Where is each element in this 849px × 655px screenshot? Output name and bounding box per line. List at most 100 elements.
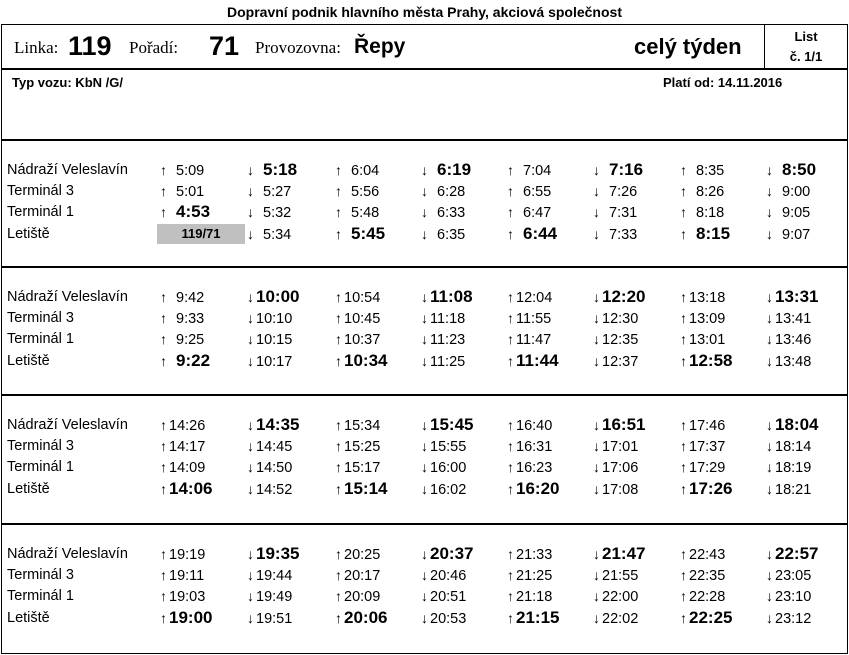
stop-name: Terminál 1 bbox=[7, 331, 74, 347]
time-value: 10:10 bbox=[256, 311, 293, 327]
departure-time: ↑ 14:09 bbox=[160, 459, 205, 476]
departure-time: ↓ 19:49 bbox=[247, 588, 292, 605]
arrow-up-icon: ↑ bbox=[335, 546, 342, 562]
departure-time: ↓ 15:45 bbox=[421, 415, 473, 435]
departure-time: ↑ 11:44 bbox=[507, 351, 559, 371]
departure-time: ↑ 15:25 bbox=[335, 438, 380, 455]
time-value: 11:25 bbox=[430, 354, 466, 370]
departure-time: ↑ 20:25 bbox=[335, 546, 380, 563]
arrow-up-icon: ↑ bbox=[680, 417, 687, 433]
departure-time: ↓ 11:23 bbox=[421, 331, 465, 348]
departure-time: ↑ 10:37 bbox=[335, 331, 380, 348]
time-value: 10:37 bbox=[344, 332, 381, 348]
arrow-up-icon: ↑ bbox=[160, 481, 167, 497]
arrow-up-icon: ↑ bbox=[680, 588, 687, 604]
departure-time: ↓ 21:55 bbox=[593, 567, 638, 584]
arrow-down-icon: ↓ bbox=[247, 567, 254, 583]
departure-time: ↓ 20:37 bbox=[421, 544, 473, 564]
departure-time: ↑ 12:58 bbox=[680, 351, 732, 371]
departure-time: ↑ 8:18 bbox=[680, 204, 724, 221]
arrow-down-icon: ↓ bbox=[247, 162, 254, 178]
departure-time: ↓ 7:33 bbox=[593, 226, 637, 243]
time-value: 14:50 bbox=[256, 460, 293, 476]
departure-time: ↓ 12:35 bbox=[593, 331, 638, 348]
arrow-down-icon: ↓ bbox=[247, 438, 254, 454]
arrow-down-icon: ↓ bbox=[593, 331, 600, 347]
departure-time: ↑ 5:01 bbox=[160, 183, 204, 200]
departure-time: ↓ 13:41 bbox=[766, 310, 811, 327]
departure-time: ↓ 18:19 bbox=[766, 459, 811, 476]
time-value: 9:07 bbox=[782, 227, 811, 243]
arrow-down-icon: ↓ bbox=[247, 610, 254, 626]
departure-time: ↓ 11:18 bbox=[421, 310, 465, 327]
arrow-up-icon: ↑ bbox=[507, 183, 514, 199]
time-value: 12:37 bbox=[602, 354, 639, 370]
arrow-down-icon: ↓ bbox=[421, 183, 428, 199]
departure-time: ↑ 10:45 bbox=[335, 310, 380, 327]
time-value: 10:54 bbox=[344, 290, 381, 306]
departure-time: ↑ 16:20 bbox=[507, 479, 559, 499]
departure-time: ↑ 17:46 bbox=[680, 417, 725, 434]
time-value: 6:33 bbox=[437, 205, 466, 221]
time-value: 11:47 bbox=[516, 332, 552, 348]
time-value: 12:04 bbox=[516, 290, 553, 306]
time-value: 5:01 bbox=[176, 184, 205, 200]
departure-time: ↓ 14:35 bbox=[247, 415, 299, 435]
departure-time: ↑ 12:04 bbox=[507, 289, 552, 306]
time-value: 14:09 bbox=[169, 460, 206, 476]
time-value: 20:37 bbox=[430, 544, 474, 563]
time-value: 17:06 bbox=[602, 460, 639, 476]
arrow-down-icon: ↓ bbox=[766, 481, 773, 497]
departure-time: ↓ 20:51 bbox=[421, 588, 466, 605]
time-value: 15:14 bbox=[344, 479, 388, 498]
time-value: 23:05 bbox=[775, 568, 812, 584]
time-value: 16:31 bbox=[516, 439, 553, 455]
time-value: 12:58 bbox=[689, 351, 733, 370]
arrow-down-icon: ↓ bbox=[247, 310, 254, 326]
departure-time: ↑ 10:34 bbox=[335, 351, 387, 371]
time-value: 9:33 bbox=[176, 311, 205, 327]
departure-time: ↑ 22:35 bbox=[680, 567, 725, 584]
arrow-down-icon: ↓ bbox=[593, 610, 600, 626]
departure-time: ↑ 6:55 bbox=[507, 183, 551, 200]
time-value: 18:14 bbox=[775, 439, 812, 455]
arrow-down-icon: ↓ bbox=[247, 353, 254, 369]
departure-time: ↑ 20:17 bbox=[335, 567, 380, 584]
time-value: 5:56 bbox=[351, 184, 380, 200]
departure-time: ↓ 5:18 bbox=[247, 160, 297, 180]
arrow-down-icon: ↓ bbox=[421, 481, 428, 497]
departure-time: ↑ 6:47 bbox=[507, 204, 551, 221]
departure-time: ↑ 15:14 bbox=[335, 479, 387, 499]
time-value: 18:19 bbox=[775, 460, 812, 476]
departure-time: ↑ 16:40 bbox=[507, 417, 552, 434]
time-value: 13:48 bbox=[775, 354, 812, 370]
departure-time: ↓ 20:46 bbox=[421, 567, 466, 584]
order-label: Pořadí: bbox=[129, 38, 179, 57]
arrow-up-icon: ↑ bbox=[680, 204, 687, 220]
arrow-up-icon: ↑ bbox=[507, 610, 514, 626]
arrow-up-icon: ↑ bbox=[335, 438, 342, 454]
arrow-down-icon: ↓ bbox=[421, 417, 428, 433]
arrow-up-icon: ↑ bbox=[680, 459, 687, 475]
arrow-up-icon: ↑ bbox=[160, 289, 167, 305]
arrow-down-icon: ↓ bbox=[593, 310, 600, 326]
time-value: 5:32 bbox=[263, 205, 292, 221]
time-value: 23:12 bbox=[775, 611, 812, 627]
departure-time: ↓ 7:26 bbox=[593, 183, 637, 200]
arrow-down-icon: ↓ bbox=[593, 481, 600, 497]
arrow-down-icon: ↓ bbox=[593, 162, 600, 178]
time-value: 19:51 bbox=[256, 611, 293, 627]
time-value: 7:26 bbox=[609, 184, 638, 200]
departure-time: ↑ 11:55 bbox=[507, 310, 551, 327]
time-value: 20:17 bbox=[344, 568, 381, 584]
time-value: 6:04 bbox=[351, 163, 380, 179]
departure-time: ↓ 9:05 bbox=[766, 204, 810, 221]
arrow-down-icon: ↓ bbox=[247, 546, 254, 562]
time-value: 15:17 bbox=[344, 460, 381, 476]
time-value: 7:04 bbox=[523, 163, 552, 179]
stop-name: Letiště bbox=[7, 481, 50, 497]
stop-name: Letiště bbox=[7, 353, 50, 369]
departure-time: ↓ 17:08 bbox=[593, 481, 638, 498]
departure-time: ↑ 5:09 bbox=[160, 162, 204, 179]
arrow-down-icon: ↓ bbox=[421, 204, 428, 220]
